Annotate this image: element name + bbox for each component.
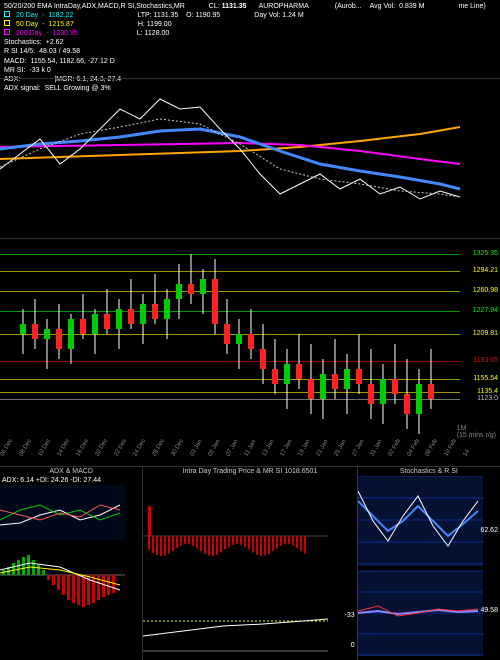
ma20-icon (4, 11, 10, 17)
open-value: 1190.95 (195, 12, 220, 19)
stoch-label: Stochastics: (4, 38, 42, 47)
moving-average-panel[interactable] (0, 78, 500, 238)
candlestick-panel[interactable]: 1325.351294.211260.981227.941209.811193.… (0, 238, 500, 463)
high-label: H: (138, 21, 145, 28)
cl-value: 1131.35 (222, 3, 247, 10)
ltp-value: 1131.35 (154, 12, 179, 19)
ma50-label: 50 Day (16, 20, 38, 29)
macd-value: 1155.54, 1182.66, -27.12 D (31, 57, 115, 66)
rsi-label: R SI 14/5: (4, 47, 35, 56)
symbol: AUROPHARMA (259, 2, 309, 11)
day-vol-value: 1.24 M (282, 12, 303, 19)
ma50-icon (4, 20, 10, 26)
candlestick-chart (0, 239, 460, 434)
vol-hint: 1M (457, 425, 467, 432)
open-label: O: (186, 12, 193, 19)
day-vol-label: Day Vol: (254, 12, 280, 19)
avg-vol-value: 0.839 M (399, 2, 424, 11)
stoch-l1: 62.62 (480, 527, 498, 534)
avg-vol-label: Avg Vol: (370, 2, 396, 11)
zero-level: 0 (351, 642, 355, 649)
stoch-title: Stochastics & R SI (358, 467, 500, 476)
ma20-value: 1182.22 (49, 11, 74, 20)
intra-chart (143, 476, 328, 656)
mr-level: -33 (345, 612, 355, 619)
ma-chart (0, 79, 500, 239)
mr-value: -33 k 0 (29, 66, 50, 75)
macd-label: MACD: (4, 57, 27, 66)
stochastics-panel[interactable]: Stochastics & R SI 62.62 49.58 (358, 467, 500, 660)
ma20-label: 20 Day (16, 11, 38, 20)
chart-title: 50/20/200 EMA IntraDay,ADX,MACD,R SI,Sto… (4, 2, 185, 11)
scale-hint: me Line) (458, 2, 485, 11)
date-axis: 06 Dec08 Dec10 Dec14 Dec16 Dec20 Dec22 D… (0, 453, 460, 459)
high-value: 1199.00 (147, 21, 172, 28)
intra-title: Intra Day Trading Price & MR SI 1018.650… (143, 467, 356, 476)
low-label: L: (137, 30, 143, 37)
ma200-value: 1230.95 (52, 29, 77, 38)
indicator-panels: ADX & MACD ADX: 6.14 +DI: 24.26 -DI: 27.… (0, 466, 500, 660)
ma50-value: 1215.87 (49, 20, 74, 29)
intraday-panel[interactable]: Intra Day Trading Price & MR SI 1018.650… (143, 467, 357, 660)
company-hint: (Aurob... (335, 2, 362, 11)
adx-chart (0, 485, 125, 660)
time-hint: (15 mins r/g) (457, 432, 496, 439)
ma200-label: 200 Day (16, 29, 42, 38)
adx-title: ADX & MACD (0, 467, 142, 476)
ma200-icon (4, 29, 10, 35)
low-value: 1128.00 (145, 30, 170, 37)
mr-label: MR SI: (4, 66, 25, 75)
adx-macd-panel[interactable]: ADX & MACD ADX: 6.14 +DI: 24.26 -DI: 27.… (0, 467, 143, 660)
stoch-chart (358, 476, 483, 656)
adx-text: ADX: 6.14 +DI: 24.26 -DI: 27.44 (0, 476, 142, 485)
stoch-value: +2.62 (46, 38, 64, 47)
ltp-label: LTP: (137, 12, 151, 19)
stoch-l2: 49.58 (480, 607, 498, 614)
cl-label: CL: (209, 3, 220, 10)
rsi-value: 48.03 / 49.58 (39, 47, 80, 56)
